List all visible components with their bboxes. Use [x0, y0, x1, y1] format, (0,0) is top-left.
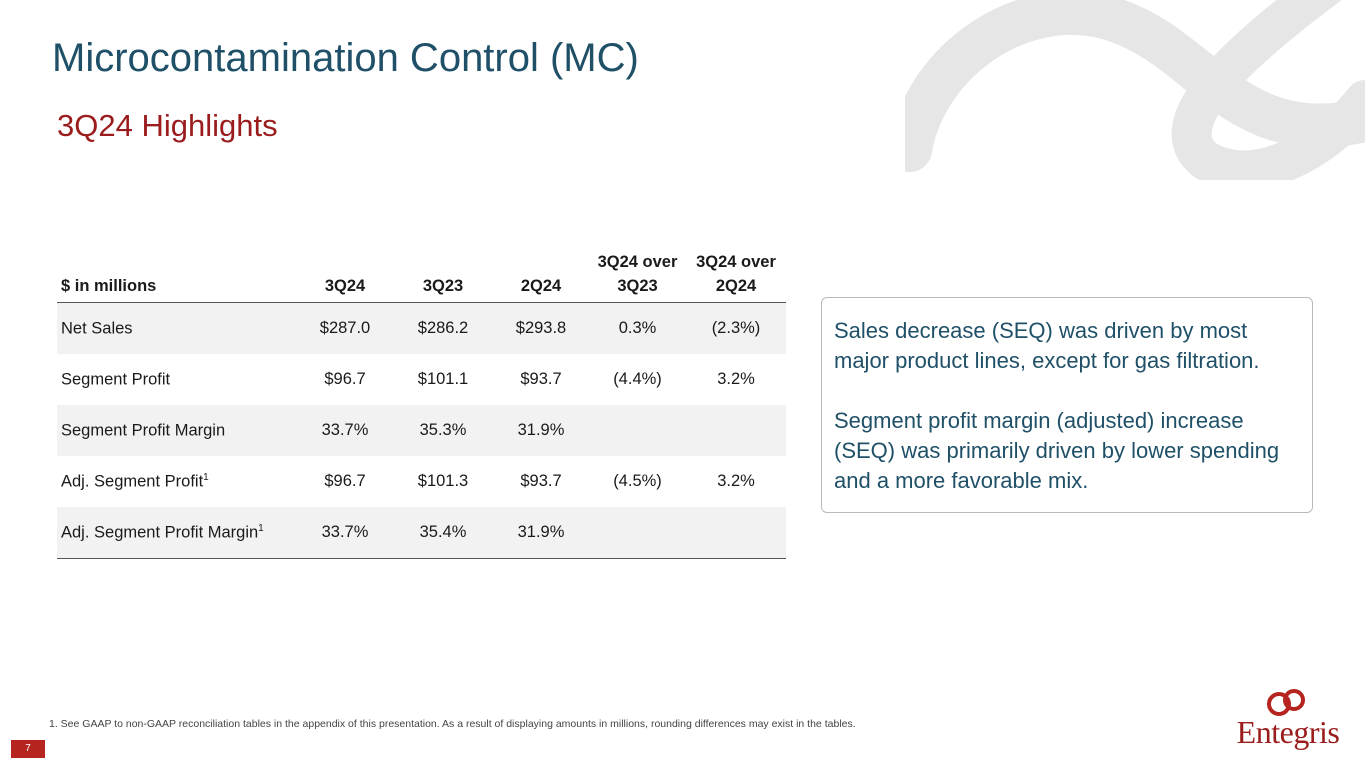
table-cell: 31.9% [493, 507, 589, 559]
table-cell: $96.7 [324, 472, 366, 490]
table-row: Net Sales $287.0 $286.2 $293.8 0.3% (2.3… [57, 302, 786, 354]
table-cell [686, 507, 786, 559]
table-cell: 33.7% [297, 405, 393, 456]
table-cell: $96.7 [324, 370, 366, 388]
row-label: Net Sales [57, 302, 297, 354]
financial-table: $ in millions 3Q24 3Q23 2Q24 3Q24 over 3… [57, 250, 786, 559]
entegris-logo: Entegris [1232, 688, 1344, 756]
callout-paragraph: Sales decrease (SEQ) was driven by most … [834, 318, 1260, 373]
page-subtitle: 3Q24 Highlights [57, 108, 278, 143]
table-cell: $101.1 [417, 370, 469, 388]
table-cell: 3.2% [717, 370, 755, 388]
row-label: Segment Profit Margin [57, 405, 297, 456]
table-cell: (2.3%) [686, 302, 786, 354]
table-header: 3Q24 over 2Q24 [686, 250, 786, 303]
brand-name: Entegris [1236, 714, 1340, 750]
table-header: 3Q24 [297, 250, 393, 303]
table-header: $ in millions [57, 250, 297, 303]
row-label: Segment Profit [61, 370, 171, 389]
table-cell: $286.2 [393, 302, 493, 354]
table-cell: $93.7 [520, 472, 562, 490]
table-cell: 35.3% [393, 405, 493, 456]
table-cell: 3.2% [717, 472, 755, 490]
callout-paragraph: Segment profit margin (adjusted) increas… [834, 408, 1280, 493]
table-row: Adj. Segment Profit Margin1 33.7% 35.4% … [57, 507, 786, 559]
table-cell [589, 405, 686, 456]
table-cell: 33.7% [297, 507, 393, 559]
table-cell: 31.9% [493, 405, 589, 456]
table-header: 2Q24 [493, 250, 589, 303]
table-cell: 0.3% [589, 302, 686, 354]
background-logo-watermark [905, 0, 1365, 180]
row-label: Adj. Segment Profit Margin1 [57, 507, 297, 559]
table-cell: (4.5%) [613, 472, 662, 490]
row-label: Adj. Segment Profit1 [61, 471, 209, 491]
table-header: 3Q24 over 3Q23 [589, 250, 686, 303]
table-cell [686, 405, 786, 456]
page-title: Microcontamination Control (MC) [52, 36, 639, 80]
table-cell: $293.8 [493, 302, 589, 354]
table-header: 3Q23 [393, 250, 493, 303]
page-number: 7 [11, 740, 45, 758]
table-cell: $287.0 [297, 302, 393, 354]
table-cell: $101.3 [417, 472, 469, 490]
table-cell: (4.4%) [613, 370, 662, 388]
highlights-callout-box: Sales decrease (SEQ) was driven by most … [821, 297, 1313, 513]
entegris-logo-icon [1267, 689, 1305, 716]
table-row: Segment Profit $96.7 $101.1 $93.7 (4.4%)… [57, 354, 786, 405]
table-header-row: $ in millions 3Q24 3Q23 2Q24 3Q24 over 3… [57, 250, 786, 303]
table-row: Segment Profit Margin 33.7% 35.3% 31.9% [57, 405, 786, 456]
table-cell: 35.4% [393, 507, 493, 559]
table-cell [589, 507, 686, 559]
table-row: Adj. Segment Profit1 $96.7 $101.3 $93.7 … [57, 456, 786, 507]
footnote: 1. See GAAP to non-GAAP reconciliation t… [49, 718, 856, 730]
table-cell: $93.7 [520, 370, 562, 388]
